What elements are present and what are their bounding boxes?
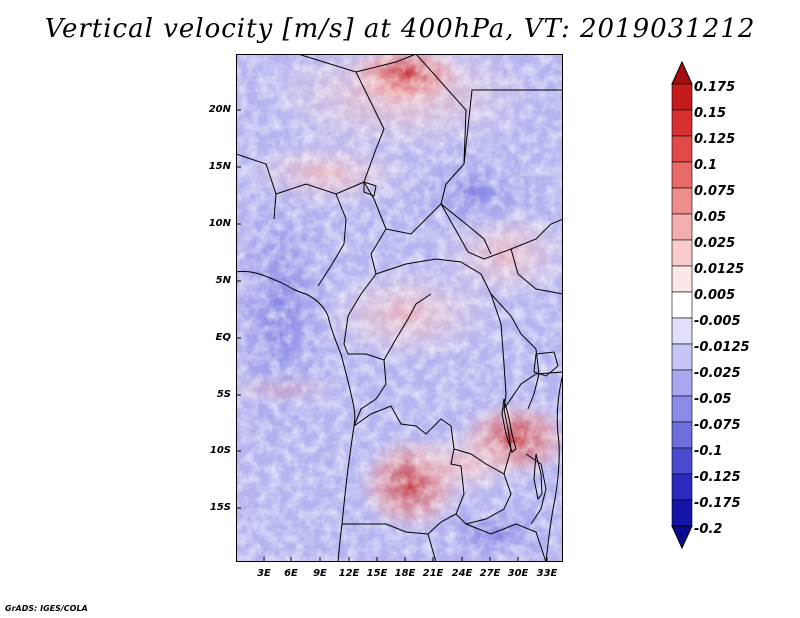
- border-namibia-botswana: [427, 533, 437, 562]
- map-frame: [236, 54, 563, 562]
- lon-label-33e: 33E: [536, 568, 558, 579]
- lon-label-24e: 24E: [451, 568, 473, 579]
- lat-label-10n: 10N: [208, 218, 231, 229]
- lat-label-15s: 15S: [209, 502, 231, 513]
- lat-label-20n: 20N: [208, 104, 231, 115]
- border-gabon-congo: [343, 343, 387, 427]
- border-ethiopia: [510, 248, 563, 295]
- lake-tanganyika: [501, 398, 517, 453]
- map-panel[interactable]: [236, 54, 563, 562]
- border-zambia-east: [453, 448, 512, 525]
- colorbar-label-neg0.025: -0.025: [694, 366, 741, 381]
- colorbar-bottom-arrow: [671, 525, 693, 550]
- colorbar-label-0.025: 0.025: [694, 236, 736, 251]
- colorbar-label-neg0.1: -0.1: [694, 444, 723, 459]
- border-congo-drc: [383, 293, 432, 361]
- colorbar-label-0.1: 0.1: [694, 158, 718, 173]
- lon-label-6e: 6E: [284, 568, 298, 579]
- colorbar-label-neg0.2: -0.2: [694, 522, 723, 537]
- footer-credit: GrADS: IGES/COLA: [5, 604, 88, 613]
- border-nigeria-cameroon: [317, 193, 347, 287]
- border-libya-chad: [297, 54, 417, 73]
- border-malawi: [525, 453, 547, 525]
- colorbar-bin: [671, 135, 693, 163]
- lon-label-30e: 30E: [507, 568, 529, 579]
- border-angola-namibia: [342, 523, 429, 535]
- lat-label-eq: EQ: [215, 332, 231, 343]
- colorbar-label-0.05: 0.05: [694, 210, 727, 225]
- colorbar-bin: [671, 447, 693, 475]
- colorbar-label-0.005: 0.005: [694, 288, 736, 303]
- lon-label-12e: 12E: [338, 568, 360, 579]
- border-drc-angola: [353, 405, 455, 450]
- colorbar-bin: [671, 83, 693, 111]
- colorbar-label-neg0.05: -0.05: [694, 392, 732, 407]
- border-sudan-east: [463, 89, 563, 165]
- lake-malawi: [533, 453, 543, 501]
- coastline-west-africa: [236, 270, 356, 427]
- colorbar-label-0.0125: 0.0125: [694, 262, 745, 277]
- coastline-east-africa: [545, 373, 563, 562]
- map-title: Vertical velocity [m/s] at 400hPa, VT: 2…: [44, 14, 756, 44]
- lon-label-18e: 18E: [394, 568, 416, 579]
- colorbar-bin: [671, 395, 693, 423]
- colorbar-bin: [671, 291, 693, 319]
- border-mali-niger: [236, 153, 277, 220]
- colorbar-label-neg0.075: -0.075: [694, 418, 741, 433]
- colorbar-bin: [671, 499, 693, 527]
- colorbar-bin: [671, 213, 693, 241]
- velocity-texture-dark: [236, 54, 563, 562]
- colorbar-bin: [671, 109, 693, 137]
- colorbar-bin: [671, 161, 693, 189]
- colorbar: [671, 60, 693, 550]
- lon-label-21e: 21E: [422, 568, 444, 579]
- lon-label-9e: 9E: [313, 568, 327, 579]
- border-angola-zambia: [427, 448, 465, 535]
- colorbar-label-neg0.005: -0.005: [694, 314, 741, 329]
- border-niger-nigeria: [275, 181, 365, 195]
- border-libya-egypt-sudan: [415, 54, 492, 255]
- colorbar-label-0.15: 0.15: [694, 106, 727, 121]
- colorbar-label-neg0.0125: -0.0125: [694, 340, 750, 355]
- colorbar-top-arrow: [671, 60, 693, 85]
- border-drc-uganda-north: [490, 293, 537, 350]
- colorbar-label-0.125: 0.125: [694, 132, 736, 147]
- border-car-sudan: [385, 203, 442, 235]
- colorbar-bin: [671, 473, 693, 501]
- border-zimbabwe-mozambique: [465, 523, 547, 562]
- colorbar-label-0.075: 0.075: [694, 184, 736, 199]
- colorbar-bin: [671, 421, 693, 449]
- border-car-drc: [375, 258, 492, 295]
- lon-label-15e: 15E: [366, 568, 388, 579]
- lat-label-10s: 10S: [209, 445, 231, 456]
- border-cameroon-car: [343, 253, 377, 345]
- border-south-sudan: [440, 203, 563, 260]
- colorbar-label-neg0.125: -0.125: [694, 470, 741, 485]
- colorbar-bin: [671, 369, 693, 397]
- lon-label-3e: 3E: [257, 568, 271, 579]
- lake-victoria: [533, 351, 559, 377]
- colorbar-bin: [671, 187, 693, 215]
- coastline-southwest-africa: [337, 425, 355, 562]
- colorbar-label-neg0.175: -0.175: [694, 496, 741, 511]
- lat-label-5n: 5N: [215, 275, 231, 286]
- colorbar-bin: [671, 317, 693, 345]
- lon-label-27e: 27E: [479, 568, 501, 579]
- colorbar-bin: [671, 239, 693, 267]
- lat-label-15n: 15N: [208, 161, 231, 172]
- border-kenya-uganda: [527, 348, 540, 410]
- colorbar-bin: [671, 343, 693, 371]
- lat-label-5s: 5S: [216, 389, 231, 400]
- colorbar-bin: [671, 265, 693, 293]
- colorbar-label-0.175: 0.175: [694, 80, 736, 95]
- lake-chad: [363, 181, 377, 197]
